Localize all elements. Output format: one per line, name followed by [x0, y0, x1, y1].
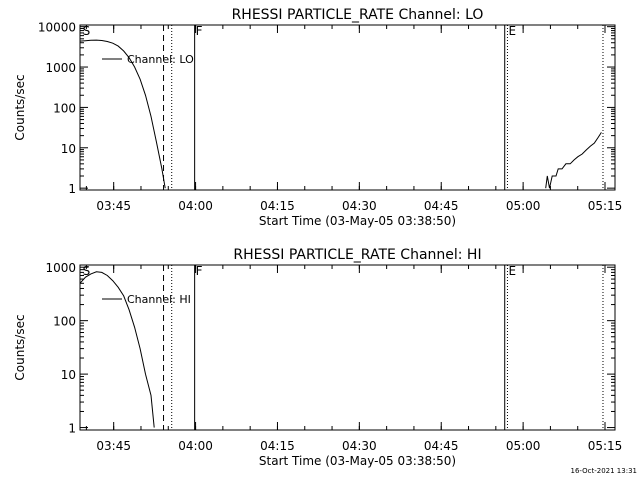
time-marker-label: F: [196, 264, 203, 278]
y-tick-label: 1: [68, 182, 76, 196]
x-axis-label: Start Time (03-May-05 03:38:50): [259, 454, 456, 468]
chart-title: RHESSI PARTICLE_RATE Channel: LO: [232, 7, 484, 23]
x-tick-label: 04:00: [178, 199, 213, 213]
y-tick-label: 100: [53, 101, 76, 115]
y-tick-label: 1000: [45, 61, 76, 75]
plot-frame: [79, 24, 616, 191]
chart-title: RHESSI PARTICLE_RATE Channel: HI: [233, 247, 481, 263]
y-tick-label: 10000: [38, 21, 76, 35]
series-line: [79, 271, 155, 428]
time-marker-label: E: [508, 264, 516, 278]
x-tick-label: 05:00: [506, 439, 541, 453]
legend-label: Channel: HI: [127, 293, 191, 306]
plot-frame: [79, 264, 616, 431]
y-tick-label: 100: [53, 315, 76, 329]
x-tick-label: 04:00: [178, 439, 213, 453]
y-tick-label: 1: [68, 422, 76, 436]
y-tick-label: 10: [61, 368, 76, 382]
time-marker-label: S: [83, 264, 91, 278]
x-tick-label: 05:15: [588, 439, 623, 453]
x-tick-label: 03:45: [96, 439, 131, 453]
x-tick-label: 04:30: [342, 199, 377, 213]
legend-label: Channel: LO: [127, 53, 194, 66]
x-tick-label: 04:45: [424, 439, 459, 453]
series-line: [545, 132, 602, 189]
x-tick-label: 04:15: [260, 439, 295, 453]
y-tick-label: 1000: [45, 261, 76, 275]
time-marker-label: F: [196, 24, 203, 38]
chart-panel-1: RHESSI PARTICLE_RATE Channel: LO 03:45 04:…: [13, 7, 622, 228]
x-tick-label: 04:45: [424, 199, 459, 213]
y-axis-label: Counts/sec: [13, 74, 27, 140]
series-line: [79, 39, 166, 189]
x-tick-label: 04:30: [342, 439, 377, 453]
chart-panel-2: RHESSI PARTICLE_RATE Channel: HI 03:45 04:…: [13, 247, 622, 468]
x-tick-label: 05:15: [588, 199, 623, 213]
x-tick-label: 03:45: [96, 199, 131, 213]
y-axis-label: Counts/sec: [13, 314, 27, 380]
time-marker-label: S: [83, 24, 91, 38]
x-axis-label: Start Time (03-May-05 03:38:50): [259, 214, 456, 228]
x-tick-label: 05:00: [506, 199, 541, 213]
footer-timestamp: 16-Oct-2021 13:31: [570, 467, 637, 475]
x-tick-label: 04:15: [260, 199, 295, 213]
time-marker-label: E: [508, 24, 516, 38]
y-tick-label: 10: [61, 142, 76, 156]
